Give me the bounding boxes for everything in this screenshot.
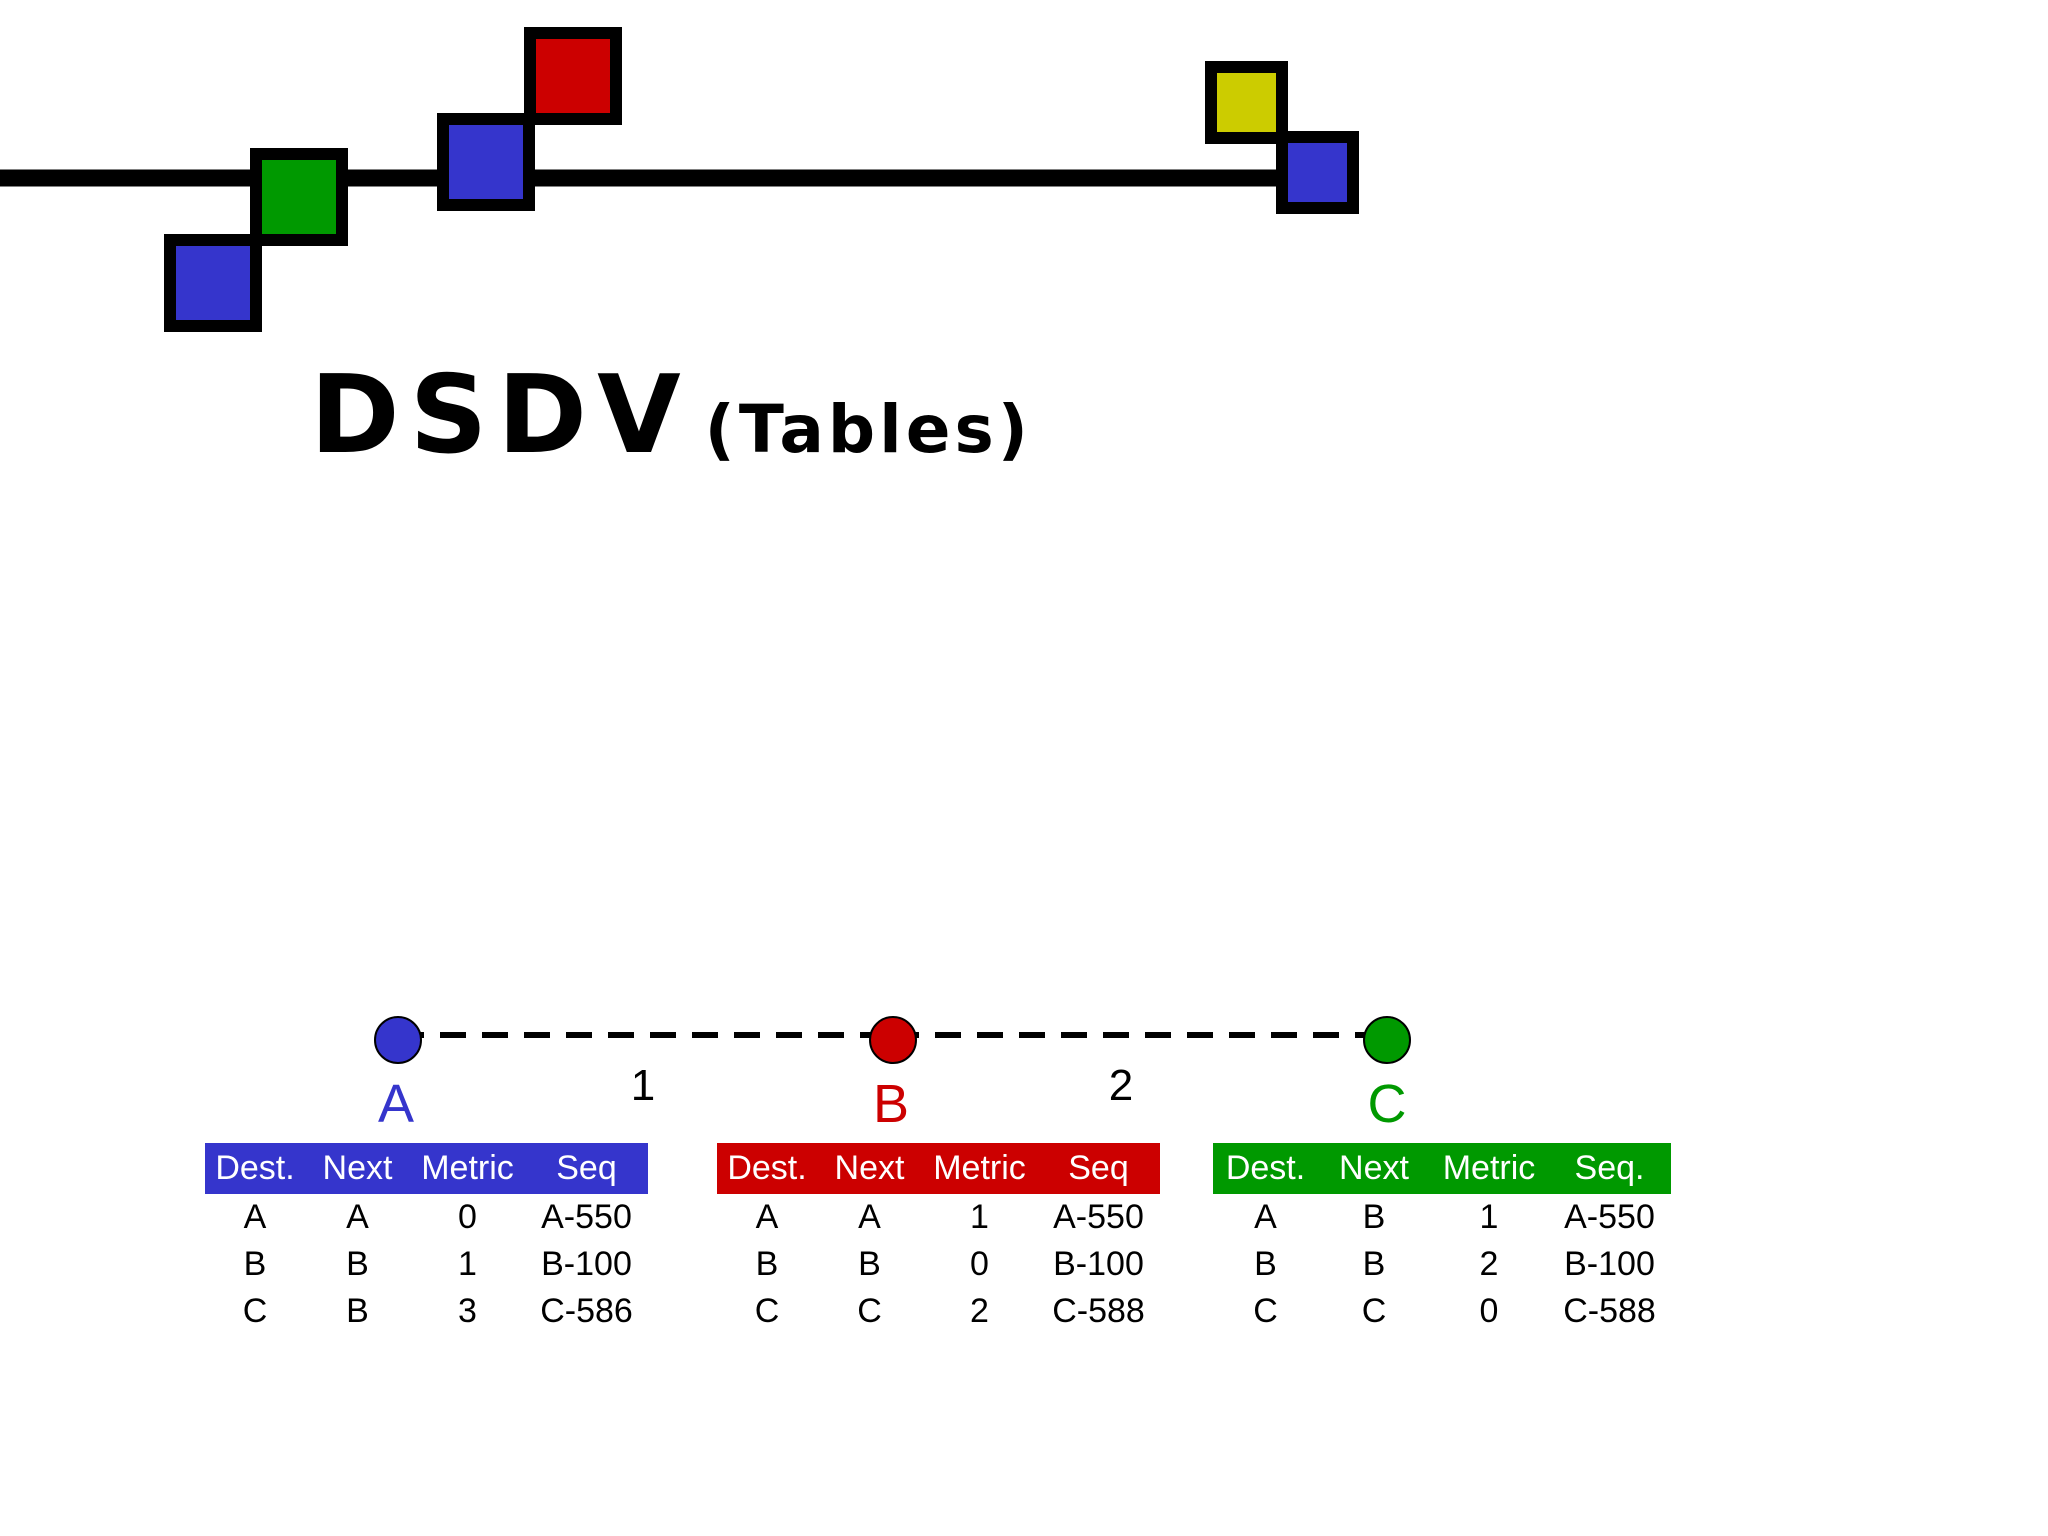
- cell-seq: C-588: [1563, 1292, 1656, 1330]
- cell-metric: 1: [1479, 1198, 1499, 1236]
- table-row: C C 0 C-588: [1213, 1288, 1671, 1335]
- column-header-metric: Metric: [421, 1149, 514, 1187]
- cell-metric: 1: [458, 1245, 477, 1283]
- table-row: A B 1 A-550: [1213, 1194, 1671, 1241]
- cell-metric: 2: [970, 1292, 989, 1330]
- column-header-next: Next: [834, 1149, 905, 1187]
- cell-next: C: [1361, 1292, 1387, 1330]
- cell-dest: C: [754, 1292, 780, 1330]
- column-header-metric: Metric: [933, 1149, 1026, 1187]
- column-header-next: Next: [1339, 1149, 1409, 1187]
- column-header-dest: Dest.: [1225, 1149, 1306, 1187]
- table-header-row: Dest. Next Metric Seq.: [1213, 1143, 1671, 1194]
- cell-next: B: [858, 1245, 881, 1283]
- link-cost-b-c: 2: [1108, 1061, 1134, 1110]
- node-c: [1363, 1016, 1411, 1064]
- node-a: [374, 1016, 422, 1064]
- column-header-seq: Seq: [556, 1149, 617, 1187]
- table-header-row: Dest. Next Metric Seq: [717, 1143, 1160, 1194]
- link-cost-a-b: 1: [630, 1061, 656, 1110]
- table-row: A A 0 A-550: [205, 1194, 648, 1241]
- cell-seq: B-100: [1564, 1245, 1655, 1283]
- routing-table-a: Dest. Next Metric Seq A A 0 A-550 B B 1 …: [205, 1143, 648, 1335]
- cell-seq: B-100: [1053, 1245, 1144, 1283]
- node-label-a: A: [377, 1074, 415, 1134]
- deco-square-blue-3: [1276, 131, 1359, 214]
- cell-metric: 0: [970, 1245, 989, 1283]
- page-title: DSDV (Tables): [310, 362, 1032, 470]
- cell-next: B: [346, 1245, 369, 1283]
- table-header-row: Dest. Next Metric Seq: [205, 1143, 648, 1194]
- cell-next: C: [857, 1292, 882, 1330]
- cell-dest: C: [242, 1292, 268, 1330]
- cell-metric: 0: [458, 1198, 477, 1236]
- table-row: B B 1 B-100: [205, 1241, 648, 1288]
- cell-next: B: [1362, 1245, 1386, 1283]
- cell-dest: C: [1253, 1292, 1278, 1330]
- cell-next: A: [346, 1198, 369, 1236]
- cell-seq: C-586: [540, 1292, 633, 1330]
- cell-metric: 0: [1479, 1292, 1499, 1330]
- node-label-b: B: [872, 1074, 910, 1134]
- column-header-next: Next: [322, 1149, 393, 1187]
- table-row: A A 1 A-550: [717, 1194, 1160, 1241]
- cell-dest: B: [1254, 1245, 1277, 1283]
- header-decoration: [0, 27, 1359, 332]
- cell-dest: B: [243, 1245, 267, 1283]
- cell-metric: 1: [970, 1198, 989, 1236]
- deco-square-blue-2: [437, 113, 535, 211]
- column-header-dest: Dest.: [727, 1149, 807, 1187]
- cell-dest: B: [755, 1245, 779, 1283]
- routing-table-c: Dest. Next Metric Seq. A B 1 A-550 B B 2…: [1213, 1143, 1671, 1335]
- cell-seq: A-550: [1053, 1198, 1144, 1236]
- routing-table-b: Dest. Next Metric Seq A A 1 A-550 B B 0 …: [717, 1143, 1160, 1335]
- cell-seq: B-100: [541, 1245, 632, 1283]
- node-label-c: C: [1367, 1074, 1407, 1134]
- table-row: C B 3 C-586: [205, 1288, 648, 1335]
- cell-next: A: [858, 1198, 881, 1236]
- cell-next: B: [1362, 1198, 1386, 1236]
- cell-dest: A: [755, 1198, 779, 1236]
- column-header-metric: Metric: [1442, 1149, 1536, 1187]
- cell-metric: 2: [1479, 1245, 1499, 1283]
- cell-seq: A-550: [1564, 1198, 1655, 1236]
- title-main: DSDV: [310, 353, 691, 478]
- deco-square-green: [250, 148, 348, 246]
- table-row: B B 0 B-100: [717, 1241, 1160, 1288]
- cell-metric: 3: [458, 1292, 477, 1330]
- deco-square-yellow: [1205, 61, 1288, 144]
- table-row: C C 2 C-588: [717, 1288, 1160, 1335]
- cell-dest: A: [1254, 1198, 1277, 1236]
- column-header-dest: Dest.: [215, 1149, 295, 1187]
- title-subtitle: (Tables): [704, 391, 1032, 468]
- cell-dest: A: [243, 1198, 267, 1236]
- table-row: B B 2 B-100: [1213, 1241, 1671, 1288]
- cell-seq: C-588: [1052, 1292, 1145, 1330]
- column-header-seq: Seq: [1068, 1149, 1129, 1187]
- deco-square-red: [524, 27, 622, 125]
- cell-seq: A-550: [541, 1198, 632, 1236]
- cell-next: B: [346, 1292, 369, 1330]
- deco-square-blue-1: [164, 234, 262, 332]
- column-header-seq: Seq.: [1574, 1149, 1645, 1187]
- node-b: [869, 1016, 917, 1064]
